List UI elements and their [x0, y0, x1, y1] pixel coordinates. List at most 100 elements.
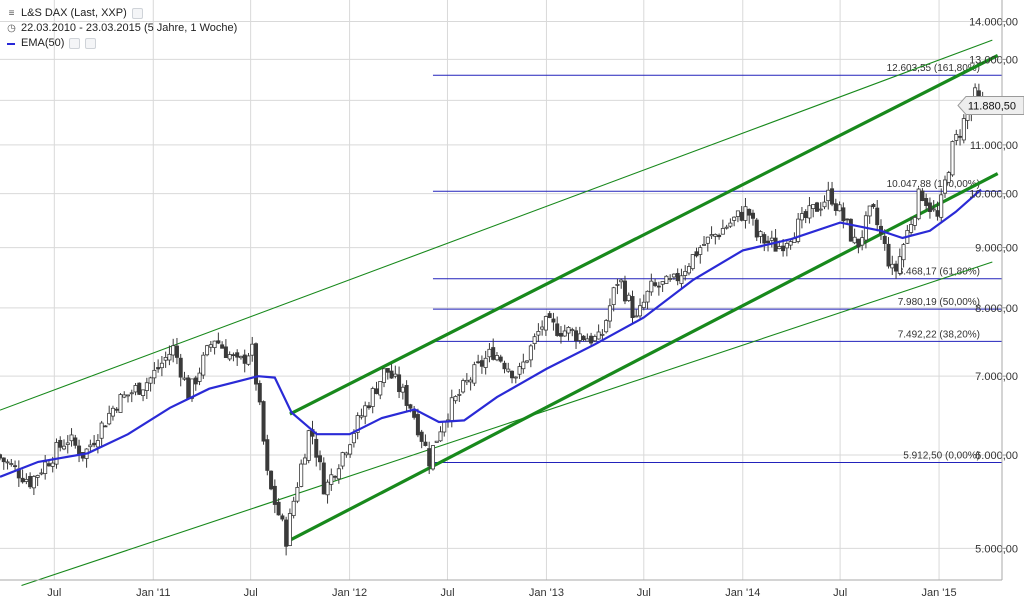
legend-ema-close-button[interactable]: [85, 38, 97, 49]
candle: [592, 334, 597, 343]
candle-body: [400, 386, 405, 393]
candle: [702, 236, 707, 246]
candle: [302, 453, 307, 465]
candle: [814, 201, 819, 212]
candle-body: [58, 439, 63, 448]
candle-body: [468, 379, 473, 383]
candle-body: [453, 396, 458, 402]
candle: [713, 233, 718, 245]
candle: [457, 389, 462, 402]
x-tick-label: Jul: [637, 587, 651, 599]
candle-body: [325, 481, 330, 496]
candle-body: [581, 335, 586, 341]
candle: [415, 408, 420, 438]
candle-body: [762, 234, 767, 244]
candle: [366, 401, 371, 410]
candle-body: [141, 389, 146, 396]
candle-body: [626, 294, 631, 301]
candle-body: [683, 270, 688, 276]
candle: [788, 240, 793, 250]
candle: [630, 290, 635, 325]
candle-body: [558, 333, 563, 337]
candle-body: [909, 224, 914, 233]
candle: [235, 349, 240, 366]
candle: [434, 440, 439, 443]
candle: [186, 374, 191, 399]
candle: [92, 435, 97, 448]
candle-body: [137, 382, 142, 395]
candle: [99, 420, 104, 446]
candle-body: [39, 472, 44, 475]
candle: [875, 200, 880, 232]
candle: [581, 335, 586, 342]
legend-settings-button[interactable]: [131, 8, 143, 19]
candle-body: [479, 360, 484, 367]
candle-body: [852, 236, 857, 244]
candle-body: [302, 457, 307, 465]
candle: [254, 342, 259, 391]
candle: [476, 354, 481, 364]
candle: [1, 457, 6, 470]
legend-period: 22.03.2010 - 23.03.2015 (5 Jahre, 1 Woch…: [21, 22, 238, 34]
candle-body: [193, 377, 198, 385]
candle-body: [510, 370, 515, 379]
candle-body: [924, 198, 929, 206]
candle-body: [43, 461, 48, 474]
candle-body: [464, 379, 469, 383]
candle: [562, 324, 567, 337]
y-tick-label: 13.000,00: [969, 54, 1018, 66]
candle: [611, 286, 616, 312]
candle: [555, 316, 560, 337]
candle: [510, 370, 515, 384]
candle-body: [461, 380, 466, 393]
candle-body: [31, 476, 36, 489]
candle-body: [875, 207, 880, 226]
candle-body: [355, 415, 360, 433]
ema-legend-swatch: [7, 42, 15, 45]
candle: [558, 326, 563, 344]
legend-ema-settings-button[interactable]: [69, 38, 81, 49]
candle-body: [536, 331, 541, 336]
legend-instrument-row: ≡ L&S DAX (Last, XXP): [6, 6, 237, 21]
candle: [24, 473, 29, 485]
candle-body: [766, 240, 771, 244]
candle: [378, 381, 383, 400]
candle: [261, 400, 266, 445]
candle-body: [144, 382, 149, 391]
candle-body: [871, 204, 876, 208]
candle-body: [24, 478, 29, 482]
candle: [807, 197, 812, 224]
candle: [84, 448, 89, 468]
candle-body: [336, 468, 341, 480]
candle: [649, 273, 654, 296]
y-tick-label: 14.000,00: [969, 16, 1018, 28]
candle-body: [946, 172, 951, 183]
candle: [920, 188, 925, 202]
candle: [88, 439, 93, 452]
candle-body: [205, 345, 210, 356]
candle-body: [208, 344, 213, 348]
candle: [954, 129, 959, 146]
fibonacci-levels: 12.603,55 (161,80%) 10.047,88 (100,00%) 8.…: [432, 63, 1002, 464]
candle: [31, 475, 36, 496]
candle-body: [329, 474, 334, 485]
candle: [291, 496, 296, 519]
candle-body: [103, 425, 108, 428]
candle: [664, 275, 669, 284]
candle: [69, 428, 74, 447]
candle: [773, 229, 778, 252]
candle: [65, 435, 70, 454]
candle: [826, 181, 831, 210]
candle-body: [942, 179, 947, 194]
candle-body: [912, 217, 917, 226]
candle: [468, 377, 473, 391]
candle-body: [419, 431, 424, 442]
candle-body: [28, 476, 33, 488]
candle: [284, 516, 289, 556]
candle: [370, 386, 375, 414]
candle: [860, 230, 865, 251]
candle-body: [894, 263, 899, 272]
candle: [231, 352, 236, 362]
candle-body: [62, 445, 67, 450]
